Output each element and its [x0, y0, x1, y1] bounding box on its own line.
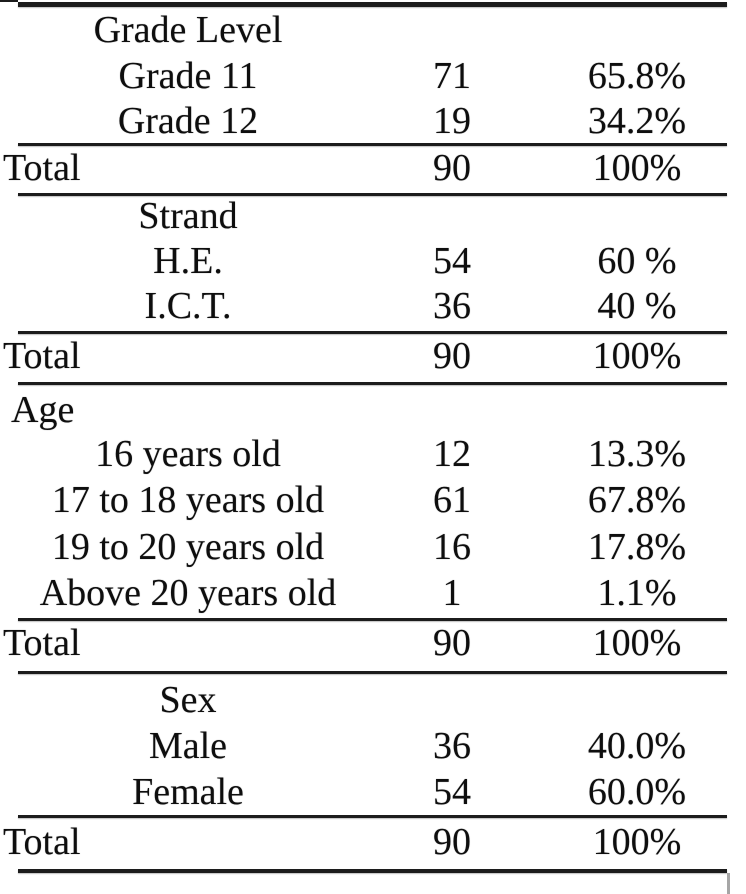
total-count: 90 — [433, 335, 471, 377]
table-row-ict: I.C.T. 36 40 % — [0, 283, 746, 329]
row-count: 16 — [433, 526, 471, 568]
row-label: 17 to 18 years old — [51, 479, 325, 521]
table-rule — [18, 671, 727, 674]
total-row-age: Total 90 100% — [0, 620, 746, 666]
row-count: 12 — [433, 433, 471, 475]
total-percent: 100% — [592, 821, 682, 863]
table-row-he: H.E. 54 60 % — [0, 238, 746, 284]
row-percent: 60 % — [597, 240, 677, 282]
row-percent: 65.8% — [587, 55, 687, 97]
row-count: 1 — [442, 572, 462, 614]
total-label: Total — [3, 335, 81, 377]
row-label: 16 years old — [95, 433, 281, 475]
section-header-row-strand: Strand — [0, 193, 746, 239]
table-rule — [18, 193, 727, 196]
table-row-grade-11: Grade 11 71 65.8% — [0, 53, 746, 99]
section-header-label: Grade Level — [93, 9, 283, 51]
table-row-16-years-old: 16 years old 12 13.3% — [0, 431, 746, 477]
total-row-sex: Total 90 100% — [0, 819, 746, 865]
row-count: 54 — [433, 771, 471, 813]
table-rule — [18, 143, 727, 146]
total-percent: 100% — [592, 147, 682, 189]
row-percent: 40 % — [597, 285, 677, 327]
table-row-male: Male 36 40.0% — [0, 723, 746, 769]
total-label: Total — [3, 622, 81, 664]
section-header-row-grade-level: Grade Level — [0, 7, 746, 53]
section-header-label: Sex — [159, 679, 217, 721]
table-rule — [18, 382, 727, 385]
total-percent: 100% — [592, 335, 682, 377]
table-row-19-to-20-years-old: 19 to 20 years old 16 17.8% — [0, 524, 746, 570]
row-count: 36 — [433, 725, 471, 767]
table-row-female: Female 54 60.0% — [0, 769, 746, 815]
total-count: 90 — [433, 821, 471, 863]
row-label: H.E. — [153, 240, 223, 282]
row-percent: 17.8% — [587, 526, 687, 568]
table-row-17-to-18-years-old: 17 to 18 years old 61 67.8% — [0, 477, 746, 523]
row-percent: 13.3% — [587, 433, 687, 475]
table-row-above-20-years-old: Above 20 years old 1 1.1% — [0, 570, 746, 616]
row-label: Grade 12 — [117, 100, 259, 142]
table-row-grade-12: Grade 12 19 34.2% — [0, 98, 746, 144]
row-label: I.C.T. — [144, 285, 232, 327]
row-count: 19 — [433, 100, 471, 142]
row-count: 61 — [433, 479, 471, 521]
top-left-border-fragment — [0, 0, 18, 2]
row-label: Male — [148, 725, 228, 767]
table-rule-bottom — [18, 869, 727, 873]
row-percent: 1.1% — [597, 572, 677, 614]
row-percent: 60.0% — [587, 771, 687, 813]
row-count: 36 — [433, 285, 471, 327]
table-rule — [18, 815, 727, 818]
total-label: Total — [3, 821, 81, 863]
row-label: Grade 11 — [118, 55, 258, 97]
row-percent: 40.0% — [587, 725, 687, 767]
table-rule-top — [18, 2, 727, 7]
total-percent: 100% — [592, 622, 682, 664]
section-header-label: Age — [11, 389, 75, 431]
total-count: 90 — [433, 147, 471, 189]
total-label: Total — [3, 147, 81, 189]
row-label: Female — [132, 771, 244, 813]
row-percent: 67.8% — [587, 479, 687, 521]
bottom-right-cell-border-fragment — [727, 873, 730, 894]
row-count: 71 — [433, 55, 471, 97]
section-header-row-sex: Sex — [0, 677, 746, 723]
total-count: 90 — [433, 622, 471, 664]
total-row-grade-level: Total 90 100% — [0, 145, 746, 191]
total-row-strand: Total 90 100% — [0, 333, 746, 379]
table-rule — [18, 331, 727, 334]
section-header-label: Strand — [138, 195, 238, 237]
row-count: 54 — [433, 240, 471, 282]
row-label: Above 20 years old — [39, 572, 337, 614]
row-percent: 34.2% — [587, 100, 687, 142]
section-header-row-age: Age — [0, 387, 746, 433]
table-rule — [18, 618, 727, 621]
row-label: 19 to 20 years old — [51, 526, 325, 568]
